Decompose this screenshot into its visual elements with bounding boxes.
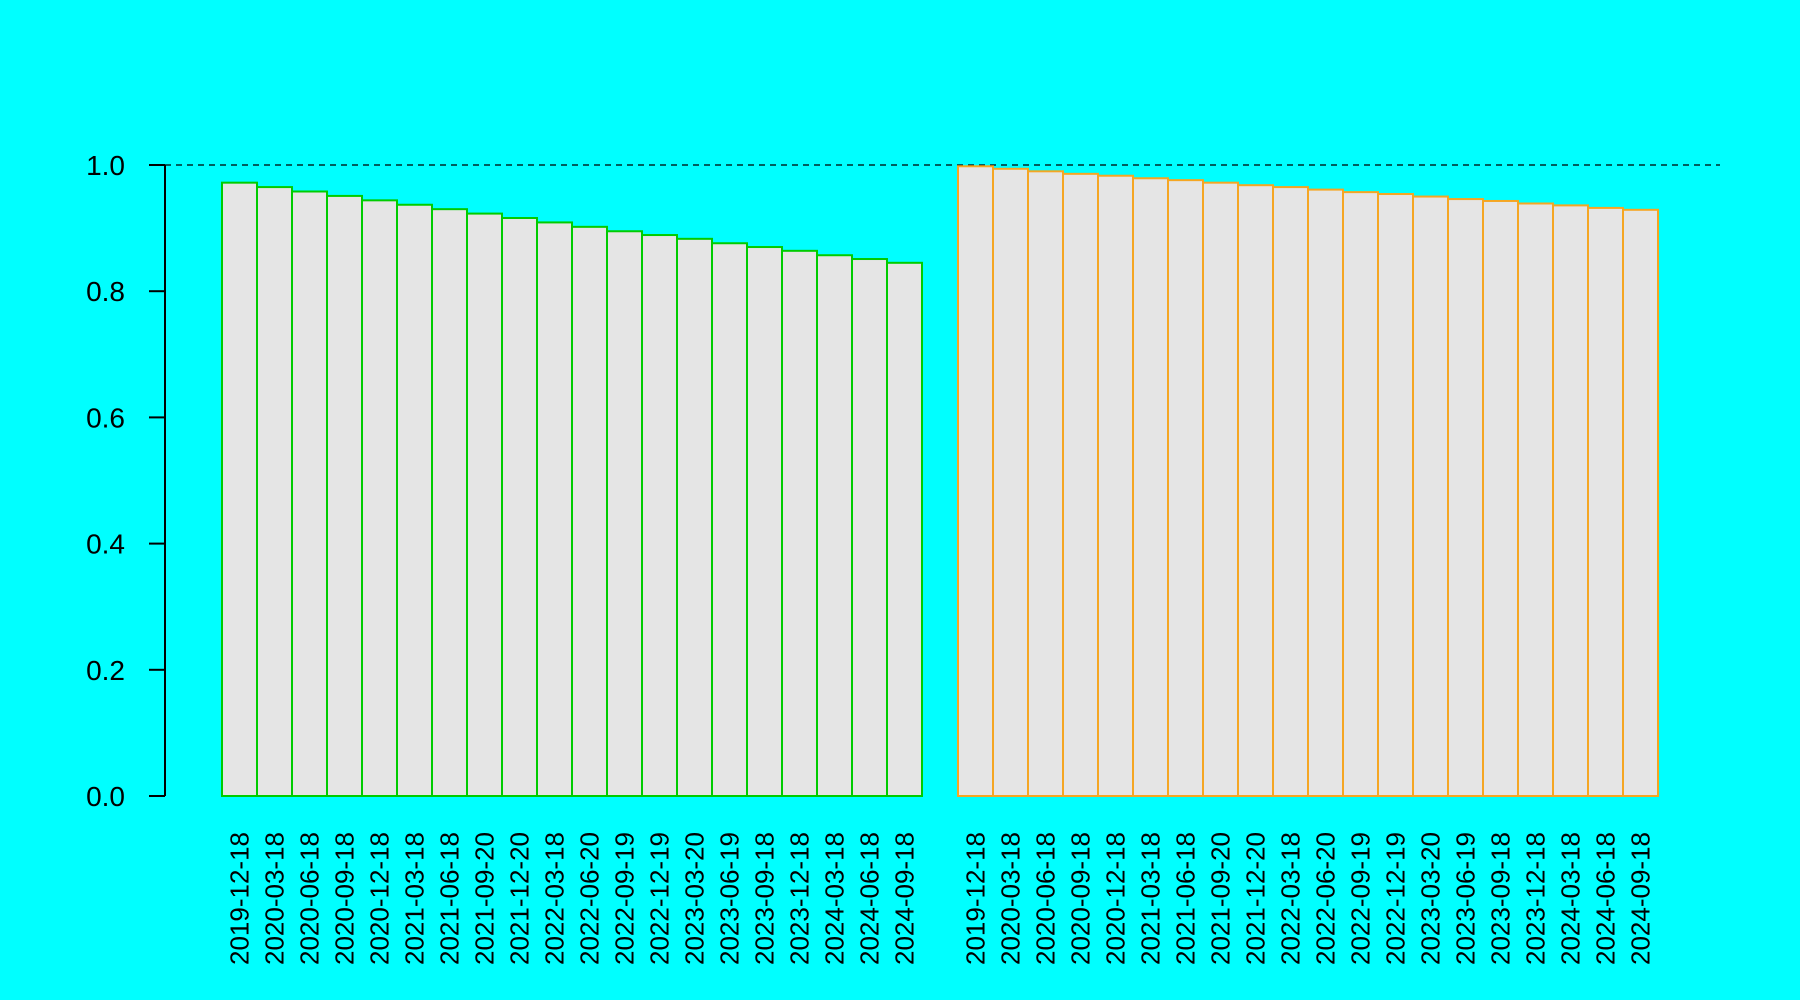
bar <box>851 258 888 798</box>
x-tick-label: 2020-06-18 <box>1031 832 1061 965</box>
x-tick-label: 2024-06-18 <box>855 832 885 965</box>
bar <box>1097 174 1134 798</box>
x-tick-label: 2024-09-18 <box>1626 832 1656 965</box>
x-tick-label: 2023-12-18 <box>785 832 815 965</box>
x-tick-label: 2024-09-18 <box>890 832 920 965</box>
x-tick-label: 2023-12-18 <box>1521 832 1551 965</box>
bar <box>1202 181 1239 797</box>
bar <box>676 237 713 797</box>
y-tick-label: 0.4 <box>86 529 125 560</box>
x-tick-label: 2022-12-19 <box>1381 832 1411 965</box>
bar <box>361 199 398 797</box>
bar <box>1587 206 1624 797</box>
bar <box>1482 199 1519 798</box>
bar <box>992 167 1029 797</box>
x-tick-label: 2024-03-18 <box>820 832 850 965</box>
x-tick-label: 2022-09-19 <box>610 832 640 965</box>
x-tick-label: 2022-06-20 <box>575 832 605 965</box>
x-tick-label: 2022-09-19 <box>1346 832 1376 965</box>
bar <box>536 221 573 797</box>
y-tick-label: 0.6 <box>86 402 125 433</box>
bar <box>1307 188 1344 797</box>
x-tick-label: 2021-09-20 <box>1206 832 1236 965</box>
bar <box>466 212 503 798</box>
bar <box>1237 184 1274 797</box>
x-tick-label: 2021-06-18 <box>435 832 465 965</box>
x-axis-labels: 2019-12-18 2020-03-18 2020-06-18 2020-09-18… <box>225 832 1656 965</box>
bar <box>431 208 468 798</box>
x-tick-label: 2021-12-20 <box>505 832 535 965</box>
bar <box>1132 177 1169 798</box>
bar <box>1377 193 1414 797</box>
bar <box>816 254 853 798</box>
bar <box>957 165 994 797</box>
x-tick-label: 2020-12-18 <box>1101 832 1131 965</box>
bar <box>256 186 293 797</box>
x-tick-label: 2022-06-20 <box>1311 832 1341 965</box>
bar <box>781 249 818 798</box>
bar <box>1062 172 1099 798</box>
x-tick-label: 2020-06-18 <box>295 832 325 965</box>
bar <box>641 234 678 797</box>
x-tick-label: 2022-03-18 <box>540 832 570 965</box>
bar <box>1447 198 1484 798</box>
bar <box>221 181 258 797</box>
x-tick-label: 2023-09-18 <box>1486 832 1516 965</box>
x-tick-label: 2020-03-18 <box>996 832 1026 965</box>
bar <box>1517 202 1554 797</box>
bar <box>501 217 538 797</box>
x-tick-label: 2020-12-18 <box>365 832 395 965</box>
y-tick-label: 1.0 <box>86 150 125 181</box>
x-tick-label: 2021-03-18 <box>1136 832 1166 965</box>
y-axis: 0.0 0.2 0.4 0.6 0.8 1.0 <box>86 150 166 812</box>
y-tick-label: 0.8 <box>86 276 125 307</box>
x-tick-label: 2020-09-18 <box>1066 832 1096 965</box>
bar <box>1342 191 1379 797</box>
x-tick-label: 2023-06-19 <box>715 832 745 965</box>
bar <box>571 225 608 797</box>
x-tick-label: 2021-12-20 <box>1241 832 1271 965</box>
bar <box>396 203 433 798</box>
x-tick-label: 2021-09-20 <box>470 832 500 965</box>
x-tick-label: 2023-03-20 <box>680 832 710 965</box>
bar <box>291 190 328 797</box>
bar <box>1622 208 1659 797</box>
x-tick-label: 2022-03-18 <box>1276 832 1306 965</box>
bar <box>326 194 363 797</box>
x-tick-label: 2022-12-19 <box>645 832 675 965</box>
x-tick-label: 2021-06-18 <box>1171 832 1201 965</box>
y-tick-label: 0.0 <box>86 781 125 812</box>
x-tick-label: 2023-06-19 <box>1451 832 1481 965</box>
bar <box>1027 170 1064 797</box>
bar <box>1272 186 1309 797</box>
y-tick-label: 0.2 <box>86 655 125 686</box>
bar <box>1167 179 1204 798</box>
x-tick-label: 2019-12-18 <box>961 832 991 965</box>
bar <box>1552 204 1589 798</box>
x-tick-label: 2020-03-18 <box>260 832 290 965</box>
bars-layer <box>221 165 1659 798</box>
x-tick-label: 2023-09-18 <box>750 832 780 965</box>
bar <box>746 246 783 797</box>
x-tick-label: 2019-12-18 <box>225 832 255 965</box>
x-tick-label: 2021-03-18 <box>400 832 430 965</box>
bar <box>606 230 643 797</box>
x-tick-label: 2024-06-18 <box>1591 832 1621 965</box>
x-tick-label: 2024-03-18 <box>1556 832 1586 965</box>
x-tick-label: 2023-03-20 <box>1416 832 1446 965</box>
x-tick-label: 2020-09-18 <box>330 832 360 965</box>
bar <box>1412 195 1449 798</box>
bar <box>711 242 748 797</box>
bar <box>886 261 923 797</box>
